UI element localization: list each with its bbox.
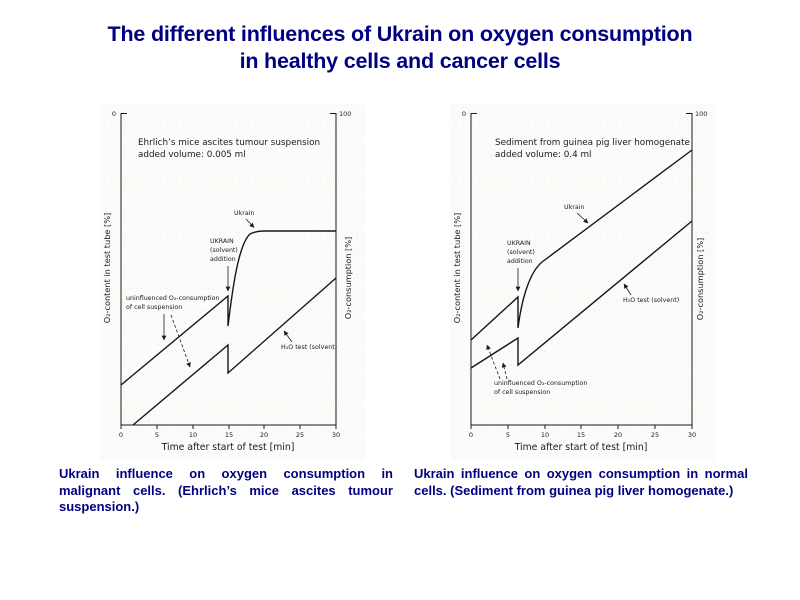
- h2o-arrow: [623, 283, 632, 296]
- y-left-top-label: 0: [112, 110, 116, 118]
- ukrain-label: Ukrain: [564, 204, 584, 211]
- addition-label-line-1: UKRAIN: [507, 240, 531, 247]
- x-tick-label: 30: [332, 431, 340, 439]
- uninfluenced-label-line-2: of cell suspension: [494, 389, 550, 396]
- figure-malignant-cells: 0 5 10 15 20 25 30 0 100 Ehrlich’s mice …: [100, 103, 365, 460]
- h2o-label: H₂O test (solvent): [281, 344, 337, 351]
- x-tick-label: 10: [189, 431, 197, 439]
- y-right-top-label: 100: [695, 110, 707, 118]
- slide-title-line-2: in healthy cells and cancer cells: [239, 49, 561, 73]
- ukrain-arrow: [245, 218, 255, 228]
- ukrain-arrow: [576, 212, 589, 224]
- x-tick-label: 20: [614, 431, 622, 439]
- x-tick-label: 0: [119, 431, 123, 439]
- uninfluenced-label-line-2: of cell suspension: [126, 304, 182, 311]
- chart-malignant: 0 5 10 15 20 25 30 0 100 Ehrlich’s mice …: [102, 110, 353, 453]
- x-tick-label: 20: [260, 431, 268, 439]
- y-left-axis-title: O₂-content in test tube [%]: [102, 213, 112, 323]
- y-right-axis-title: O₂-consumption [%]: [695, 238, 705, 320]
- caption-normal-cells: Ukrain influence on oxygen consumption i…: [414, 466, 748, 498]
- caption-malignant-cells: Ukrain influence on oxygen consumption i…: [59, 466, 393, 514]
- uninfluenced-label-line-1: uninfluenced O₂-consumption: [494, 380, 587, 387]
- chart-normal: 0 5 10 15 20 25 30 0 100 Sediment from g…: [452, 110, 707, 453]
- uninfluenced-arrow-dashed-upper: [486, 344, 501, 380]
- x-axis-title: Time after start of test [min]: [161, 442, 295, 453]
- chart-header-line-1: Sediment from guinea pig liver homogenat…: [495, 138, 690, 148]
- chart-header-line-1: Ehrlich’s mice ascites tumour suspension: [138, 138, 320, 148]
- addition-label-line-2: (solvent): [210, 247, 238, 254]
- slide-title-line-1: The different influences of Ukrain on ox…: [107, 22, 693, 46]
- y-right-axis-title: O₂-consumption [%]: [343, 237, 353, 319]
- x-tick-label: 5: [155, 431, 159, 439]
- chart-header-line-2: added volume: 0.005 ml: [138, 150, 246, 160]
- uninfluenced-label-line-1: uninfluenced O₂-consumption: [126, 295, 219, 302]
- h2o-arrow: [283, 330, 293, 343]
- addition-label-line-2: (solvent): [507, 249, 535, 256]
- y-right-top-label: 100: [339, 110, 351, 118]
- y-left-axis-title: O₂-content in test tube [%]: [452, 213, 462, 323]
- x-tick-label: 15: [577, 431, 585, 439]
- x-axis-ticks: [470, 425, 693, 429]
- ukrain-label: Ukrain: [234, 210, 254, 217]
- h2o-curve: [470, 220, 693, 369]
- x-tick-label: 5: [506, 431, 510, 439]
- chart-header-line-2: added volume: 0.4 ml: [495, 150, 592, 160]
- addition-label-line-3: addition: [507, 258, 533, 265]
- figure-normal-cells: 0 5 10 15 20 25 30 0 100 Sediment from g…: [450, 103, 715, 460]
- x-axis-title: Time after start of test [min]: [514, 442, 648, 453]
- h2o-curve: [132, 277, 337, 426]
- uninfluenced-arrow-dashed: [170, 314, 191, 368]
- x-tick-label: 15: [225, 431, 233, 439]
- y-left-top-label: 0: [462, 110, 466, 118]
- addition-label-line-1: UKRAIN: [210, 238, 234, 245]
- x-tick-label: 10: [541, 431, 549, 439]
- slide-title: The different influences of Ukrain on ox…: [0, 21, 800, 75]
- x-tick-label: 25: [651, 431, 659, 439]
- x-tick-label: 30: [688, 431, 696, 439]
- x-tick-label: 0: [469, 431, 473, 439]
- ukrain-curve: [470, 149, 693, 341]
- addition-label-line-3: addition: [210, 256, 236, 263]
- x-axis-ticks: [120, 425, 337, 429]
- h2o-label: H₂O test (solvent): [623, 297, 679, 304]
- x-tick-label: 25: [296, 431, 304, 439]
- uninfluenced-arrow-dashed-lower: [501, 362, 508, 380]
- ukrain-curve: [120, 230, 336, 386]
